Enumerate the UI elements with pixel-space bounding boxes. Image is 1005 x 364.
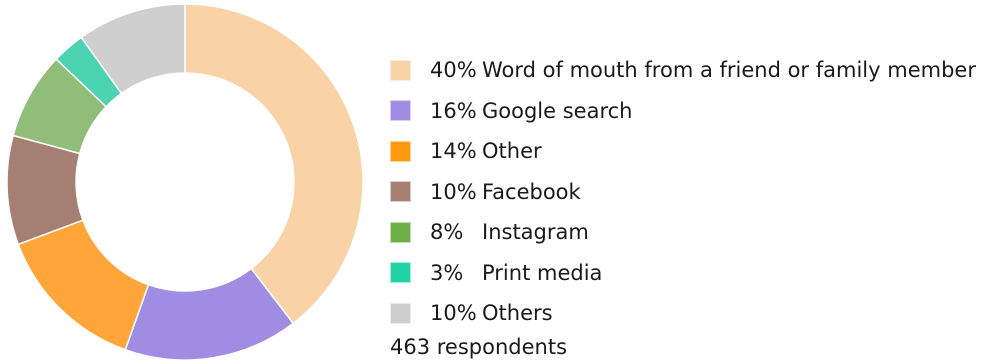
legend-swatch [390,59,411,81]
legend-percent: 10% [430,301,477,326]
legend-label: Facebook [482,179,581,204]
legend-label: Word of mouth from a friend or family me… [482,58,976,83]
legend-percent: 3% [430,260,464,285]
legend-label: Other [482,139,542,164]
legend-swatch [390,100,411,122]
legend-item-3[interactable]: 14% Other [390,131,1002,172]
legend-percent: 16% [430,98,477,123]
legend-swatch [390,140,411,162]
legend-label: Google search [482,98,633,123]
chart-legend: 40% Word of mouth from a friend or family… [390,50,1002,334]
legend-item-7[interactable]: 10% Others [390,293,1002,334]
legend-item-5[interactable]: 8% Instagram [390,212,1002,253]
legend-item-2[interactable]: 16% Google search [390,91,1002,132]
donut-svg [6,3,364,361]
donut-slice-3[interactable] [17,219,150,351]
legend-label: Print media [482,260,603,285]
legend-label: Instagram [482,220,589,245]
respondents-count: 463 respondents [390,335,568,359]
legend-swatch [390,302,411,324]
legend-percent: 40% [430,58,477,83]
legend-label: Others [482,301,553,326]
legend-swatch [390,181,411,203]
legend-percent: 10% [430,179,477,204]
legend-swatch [390,262,411,284]
legend-item-4[interactable]: 10% Facebook [390,172,1002,213]
legend-item-6[interactable]: 3% Print media [390,253,1002,294]
legend-percent: 14% [430,139,477,164]
donut-slice-1[interactable] [184,3,364,325]
donut-slice-7[interactable] [80,3,186,95]
legend-item-1[interactable]: 40% Word of mouth from a friend or family… [390,50,1002,91]
legend-percent: 8% [430,220,464,245]
legend-swatch [390,221,411,243]
